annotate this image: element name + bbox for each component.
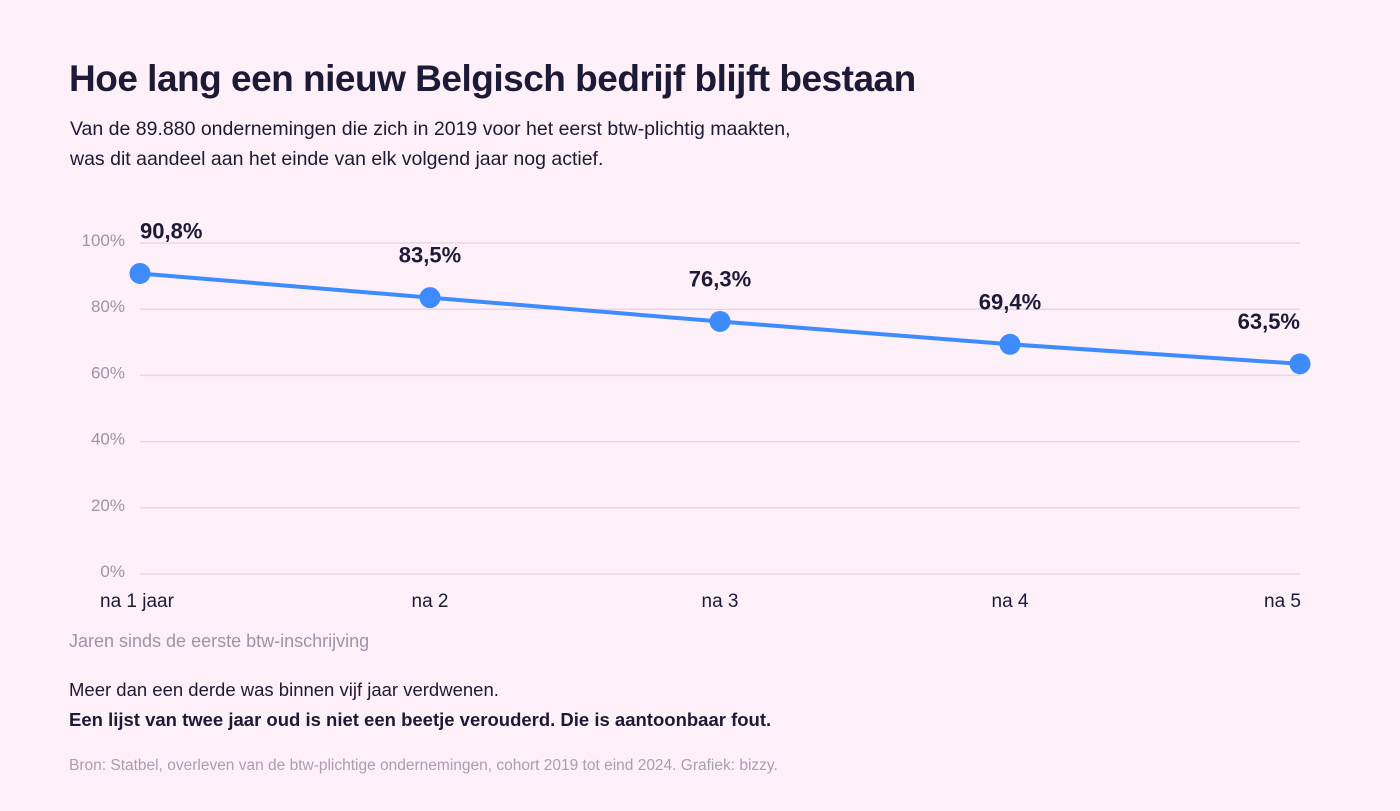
y-tick-label: 20% — [91, 496, 125, 515]
y-tick-label: 80% — [91, 297, 125, 316]
x-tick-label: na 3 — [702, 591, 739, 612]
gridlines — [140, 242, 1300, 575]
data-label: 76,3% — [689, 266, 751, 291]
x-axis-label: Jaren sinds de eerste btw-inschrijving — [69, 631, 370, 651]
data-point — [419, 287, 441, 309]
subtitle-line-1: Van de 89.880 ondernemingen die zich in … — [70, 118, 791, 140]
data-point — [999, 333, 1021, 355]
x-tick-label: na 1 jaar — [100, 591, 175, 612]
note-line-2: Een lijst van twee jaar oud is niet een … — [69, 709, 772, 730]
y-tick-label: 60% — [91, 363, 125, 382]
x-tick-label: na 2 — [412, 591, 449, 612]
data-point — [1289, 353, 1311, 375]
x-axis-ticks: na 1 jaar na 2 na 3 na 4 na 5 — [100, 591, 1301, 612]
y-tick-label: 40% — [91, 430, 125, 449]
series-survival — [129, 262, 1311, 375]
note-line-1: Meer dan een derde was binnen vijf jaar … — [69, 679, 499, 700]
subtitle-line-2: was dit aandeel aan het einde van elk vo… — [70, 148, 604, 170]
data-label: 69,4% — [979, 289, 1041, 314]
source-note: Bron: Statbel, overleven van de btw-plic… — [69, 757, 778, 774]
data-label: 83,5% — [399, 243, 461, 268]
x-tick-label: na 5 — [1264, 591, 1301, 612]
data-point — [129, 262, 151, 284]
y-axis-ticks: 0% 20% 40% 60% 80% 100% — [82, 231, 125, 581]
data-label: 90,8% — [140, 218, 202, 243]
x-tick-label: na 4 — [992, 591, 1029, 612]
chart-subtitle: Van de 89.880 ondernemingen die zich in … — [70, 114, 970, 174]
y-tick-label: 0% — [100, 562, 125, 581]
chart-title: Hoe lang een nieuw Belgisch bedrijf blij… — [69, 58, 916, 99]
data-labels: 90,8% 83,5% 76,3% 69,4% 63,5% — [140, 218, 1300, 333]
data-point — [709, 310, 731, 332]
data-label: 63,5% — [1238, 309, 1300, 334]
y-tick-label: 100% — [82, 231, 125, 250]
